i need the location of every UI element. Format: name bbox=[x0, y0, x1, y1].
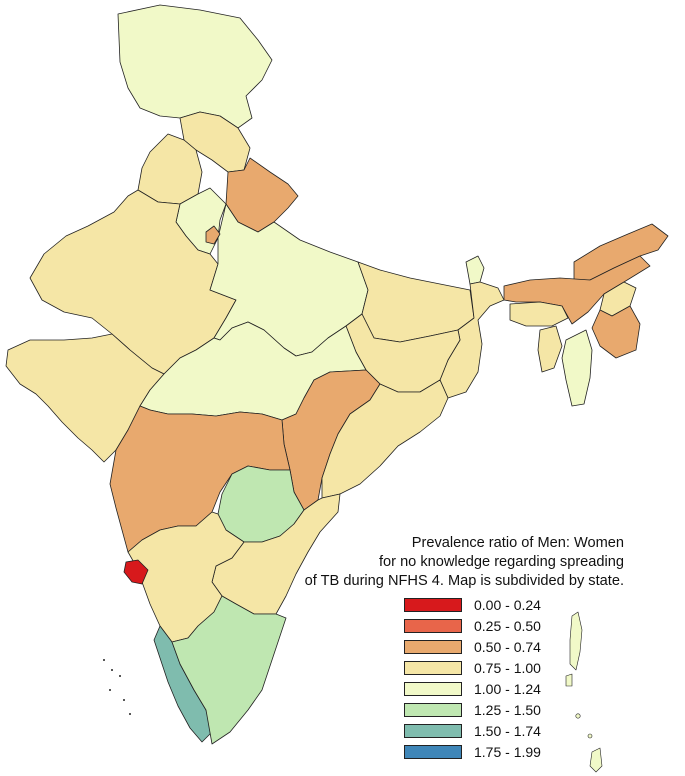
legend-swatch bbox=[404, 597, 462, 612]
region-odisha bbox=[321, 379, 449, 499]
legend-label: 0.75 - 1.00 bbox=[474, 659, 541, 676]
legend-label: 1.00 - 1.24 bbox=[474, 680, 541, 697]
legend-title: Prevalence ratio of Men: Women for no kn… bbox=[262, 534, 624, 591]
andaman-nicobar-islands bbox=[565, 611, 603, 773]
legend-title-line: Prevalence ratio of Men: Women bbox=[411, 535, 624, 551]
legend-swatch bbox=[404, 639, 462, 654]
region-jammu-kashmir bbox=[117, 4, 273, 129]
legend-label: 1.75 - 1.99 bbox=[474, 743, 541, 760]
legend-label: 0.50 - 0.74 bbox=[474, 638, 541, 655]
legend-swatch bbox=[404, 702, 462, 717]
legend-item: 1.25 - 1.50 bbox=[404, 699, 541, 720]
legend-title-line: for no knowledge regarding spreading bbox=[378, 554, 624, 570]
lakshadweep-islands bbox=[103, 659, 131, 715]
region-delhi bbox=[205, 225, 221, 245]
legend-swatch bbox=[404, 744, 462, 759]
map-legend: 0.00 - 0.24 0.25 - 0.50 0.50 - 0.74 0.75… bbox=[404, 594, 541, 762]
region-mizoram bbox=[561, 329, 593, 407]
legend-swatch bbox=[404, 681, 462, 696]
legend-title-line: of TB during NFHS 4. Map is subdivided b… bbox=[304, 573, 624, 589]
region-tamil-nadu bbox=[171, 595, 287, 745]
region-manipur bbox=[591, 305, 641, 359]
legend-label: 1.50 - 1.74 bbox=[474, 722, 541, 739]
legend-item: 0.25 - 0.50 bbox=[404, 615, 541, 636]
legend-swatch bbox=[404, 660, 462, 675]
legend-swatch bbox=[404, 618, 462, 633]
legend-label: 0.00 - 0.24 bbox=[474, 596, 541, 613]
region-meghalaya bbox=[509, 301, 569, 327]
region-tripura bbox=[537, 325, 563, 373]
region-goa bbox=[123, 559, 149, 585]
legend-item: 1.75 - 1.99 bbox=[404, 741, 541, 762]
legend-item: 0.50 - 0.74 bbox=[404, 636, 541, 657]
legend-item: 1.50 - 1.74 bbox=[404, 720, 541, 741]
legend-swatch bbox=[404, 723, 462, 738]
region-sikkim bbox=[465, 255, 485, 285]
legend-label: 1.25 - 1.50 bbox=[474, 701, 541, 718]
legend-item: 0.00 - 0.24 bbox=[404, 594, 541, 615]
legend-item: 0.75 - 1.00 bbox=[404, 657, 541, 678]
legend-item: 1.00 - 1.24 bbox=[404, 678, 541, 699]
legend-label: 0.25 - 0.50 bbox=[474, 617, 541, 634]
